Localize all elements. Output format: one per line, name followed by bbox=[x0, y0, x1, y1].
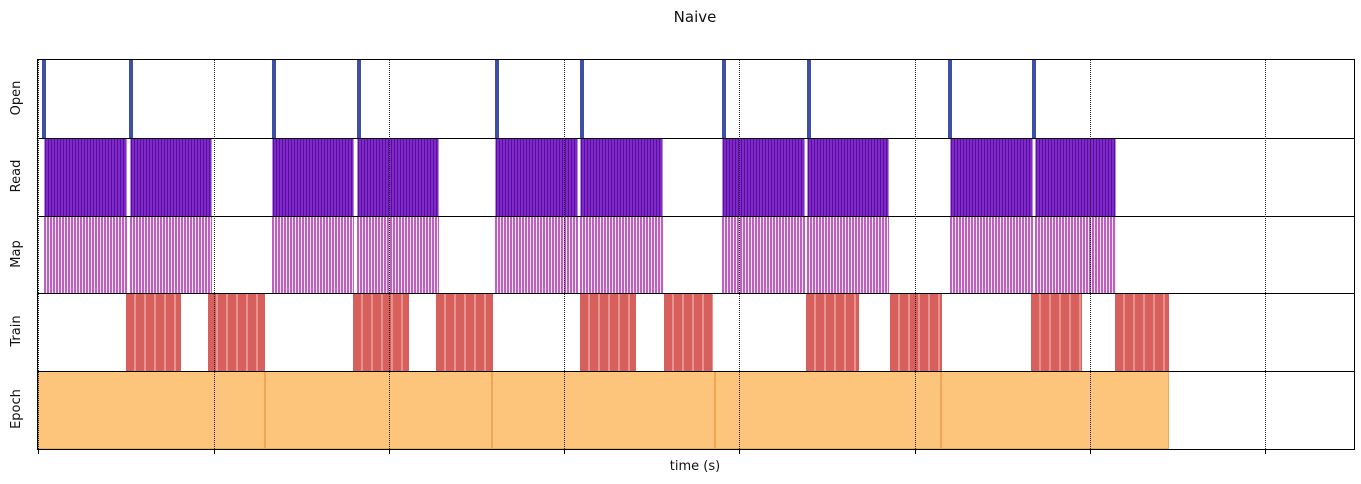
x-tick bbox=[739, 449, 740, 454]
open-event-bar bbox=[807, 60, 811, 138]
read-interval-bar bbox=[495, 137, 578, 216]
row-separator bbox=[38, 371, 1354, 373]
map-interval-bar bbox=[580, 215, 663, 294]
map-interval-bar bbox=[807, 215, 889, 294]
row-separator bbox=[38, 215, 1354, 217]
map-interval-bar bbox=[950, 215, 1033, 294]
open-event-bar bbox=[272, 60, 276, 138]
x-tick bbox=[1089, 449, 1091, 454]
x-tick bbox=[38, 449, 39, 454]
x-tick bbox=[914, 449, 916, 454]
open-event-bar bbox=[580, 60, 584, 138]
row-separator bbox=[38, 137, 1354, 139]
ylabel-map: Map bbox=[9, 239, 24, 268]
train-interval-bar bbox=[664, 293, 713, 372]
x-gridline bbox=[213, 60, 215, 449]
x-gridline bbox=[914, 60, 916, 449]
train-interval-bar bbox=[436, 293, 493, 372]
map-interval-bar bbox=[130, 215, 212, 294]
x-tick bbox=[213, 449, 215, 454]
epoch-interval-bar bbox=[492, 371, 715, 449]
row-open bbox=[38, 60, 1354, 138]
epoch-interval-bar bbox=[38, 371, 265, 449]
train-interval-bar bbox=[353, 293, 409, 372]
epoch-interval-bar bbox=[941, 371, 1169, 449]
map-interval-bar bbox=[272, 215, 354, 294]
x-gridline bbox=[388, 60, 390, 449]
open-event-bar bbox=[357, 60, 361, 138]
train-interval-bar bbox=[806, 293, 859, 372]
train-interval-bar bbox=[1115, 293, 1169, 372]
chart-title: Naive bbox=[673, 8, 717, 26]
map-interval-bar bbox=[44, 215, 127, 294]
row-map bbox=[38, 215, 1354, 294]
ylabel-epoch: Epoch bbox=[9, 389, 24, 429]
open-event-bar bbox=[948, 60, 952, 138]
x-tick bbox=[564, 449, 565, 454]
x-gridline bbox=[1089, 60, 1091, 449]
map-interval-bar bbox=[357, 215, 439, 294]
open-event-bar bbox=[495, 60, 499, 138]
map-interval-bar bbox=[1035, 215, 1116, 294]
read-interval-bar bbox=[357, 137, 439, 216]
train-interval-bar bbox=[1031, 293, 1082, 372]
epoch-interval-bar bbox=[265, 371, 492, 449]
row-train bbox=[38, 293, 1354, 372]
plot-area bbox=[37, 59, 1355, 450]
ylabel-open: Open bbox=[9, 80, 24, 116]
open-event-bar bbox=[1032, 60, 1036, 138]
x-gridline bbox=[38, 60, 39, 449]
x-gridline bbox=[1265, 60, 1266, 449]
x-tick bbox=[1265, 449, 1266, 454]
x-gridline bbox=[739, 60, 740, 449]
train-interval-bar bbox=[580, 293, 636, 372]
x-tick bbox=[388, 449, 390, 454]
ylabel-read: Read bbox=[9, 159, 24, 193]
x-axis-label: time (s) bbox=[669, 459, 721, 474]
open-event-bar bbox=[722, 60, 726, 138]
x-gridline bbox=[564, 60, 565, 449]
read-interval-bar bbox=[272, 137, 354, 216]
row-read bbox=[38, 137, 1354, 216]
map-interval-bar bbox=[495, 215, 578, 294]
read-interval-bar bbox=[580, 137, 663, 216]
read-interval-bar bbox=[1035, 137, 1116, 216]
read-interval-bar bbox=[130, 137, 212, 216]
train-interval-bar bbox=[126, 293, 181, 372]
ylabel-train: Train bbox=[9, 315, 24, 347]
read-interval-bar bbox=[950, 137, 1033, 216]
epoch-interval-bar bbox=[715, 371, 941, 449]
row-separator bbox=[38, 293, 1354, 295]
train-interval-bar bbox=[890, 293, 942, 372]
open-event-bar bbox=[129, 60, 133, 138]
train-interval-bar bbox=[208, 293, 265, 372]
open-event-bar bbox=[42, 60, 46, 138]
read-interval-bar bbox=[44, 137, 127, 216]
read-interval-bar bbox=[807, 137, 889, 216]
read-interval-bar bbox=[722, 137, 805, 216]
row-epoch bbox=[38, 371, 1354, 449]
map-interval-bar bbox=[722, 215, 805, 294]
